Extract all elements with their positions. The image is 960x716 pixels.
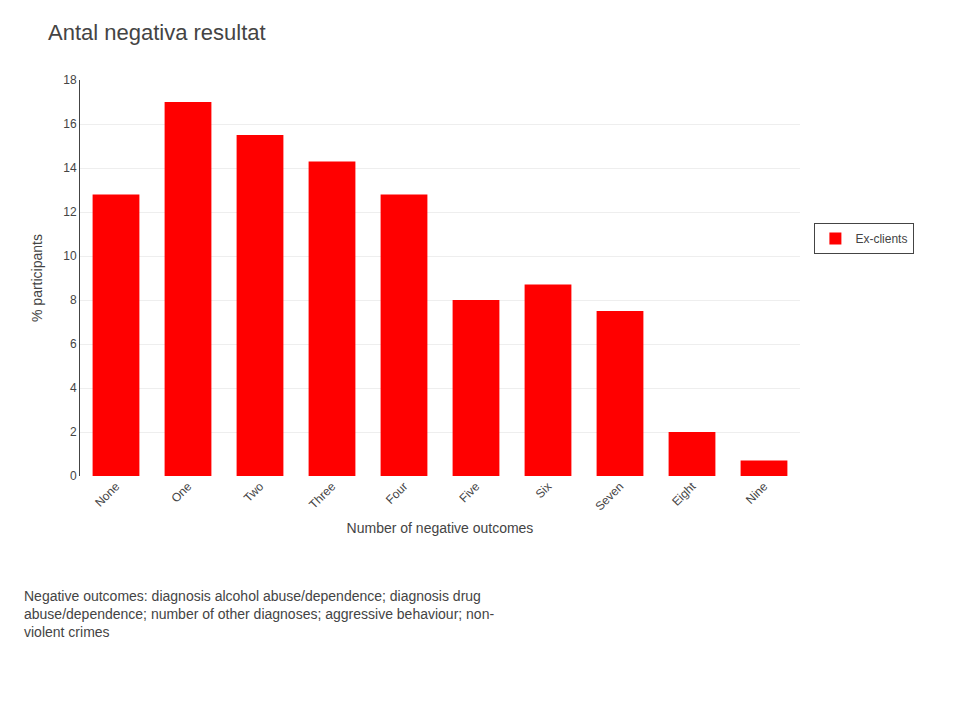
svg-text:Seven: Seven xyxy=(592,479,626,513)
svg-text:Negative outcomes: diagnosis a: Negative outcomes: diagnosis alcohol abu… xyxy=(24,588,494,640)
svg-text:18: 18 xyxy=(63,73,77,87)
svg-text:Five: Five xyxy=(456,479,482,505)
svg-text:Number of negative outcomes: Number of negative outcomes xyxy=(347,520,534,536)
svg-text:2: 2 xyxy=(70,425,77,439)
svg-text:14: 14 xyxy=(63,161,77,175)
svg-text:16: 16 xyxy=(63,117,77,131)
svg-text:None: None xyxy=(92,479,122,509)
svg-text:Two: Two xyxy=(241,479,267,505)
svg-text:Eight: Eight xyxy=(669,479,699,509)
svg-text:10: 10 xyxy=(63,249,77,263)
svg-text:Six: Six xyxy=(533,479,555,501)
svg-text:Antal negativa resultat: Antal negativa resultat xyxy=(48,20,266,45)
svg-text:% participants: % participants xyxy=(29,234,45,322)
svg-text:12: 12 xyxy=(63,205,77,219)
svg-text:Nine: Nine xyxy=(743,479,771,507)
svg-text:6: 6 xyxy=(70,337,77,351)
svg-text:One: One xyxy=(168,479,194,505)
svg-text:Four: Four xyxy=(383,479,410,506)
svg-text:8: 8 xyxy=(70,293,77,307)
svg-text:Three: Three xyxy=(306,479,338,511)
svg-text:4: 4 xyxy=(70,381,77,395)
svg-text:Ex-clients: Ex-clients xyxy=(855,232,907,246)
svg-text:0: 0 xyxy=(70,469,77,483)
